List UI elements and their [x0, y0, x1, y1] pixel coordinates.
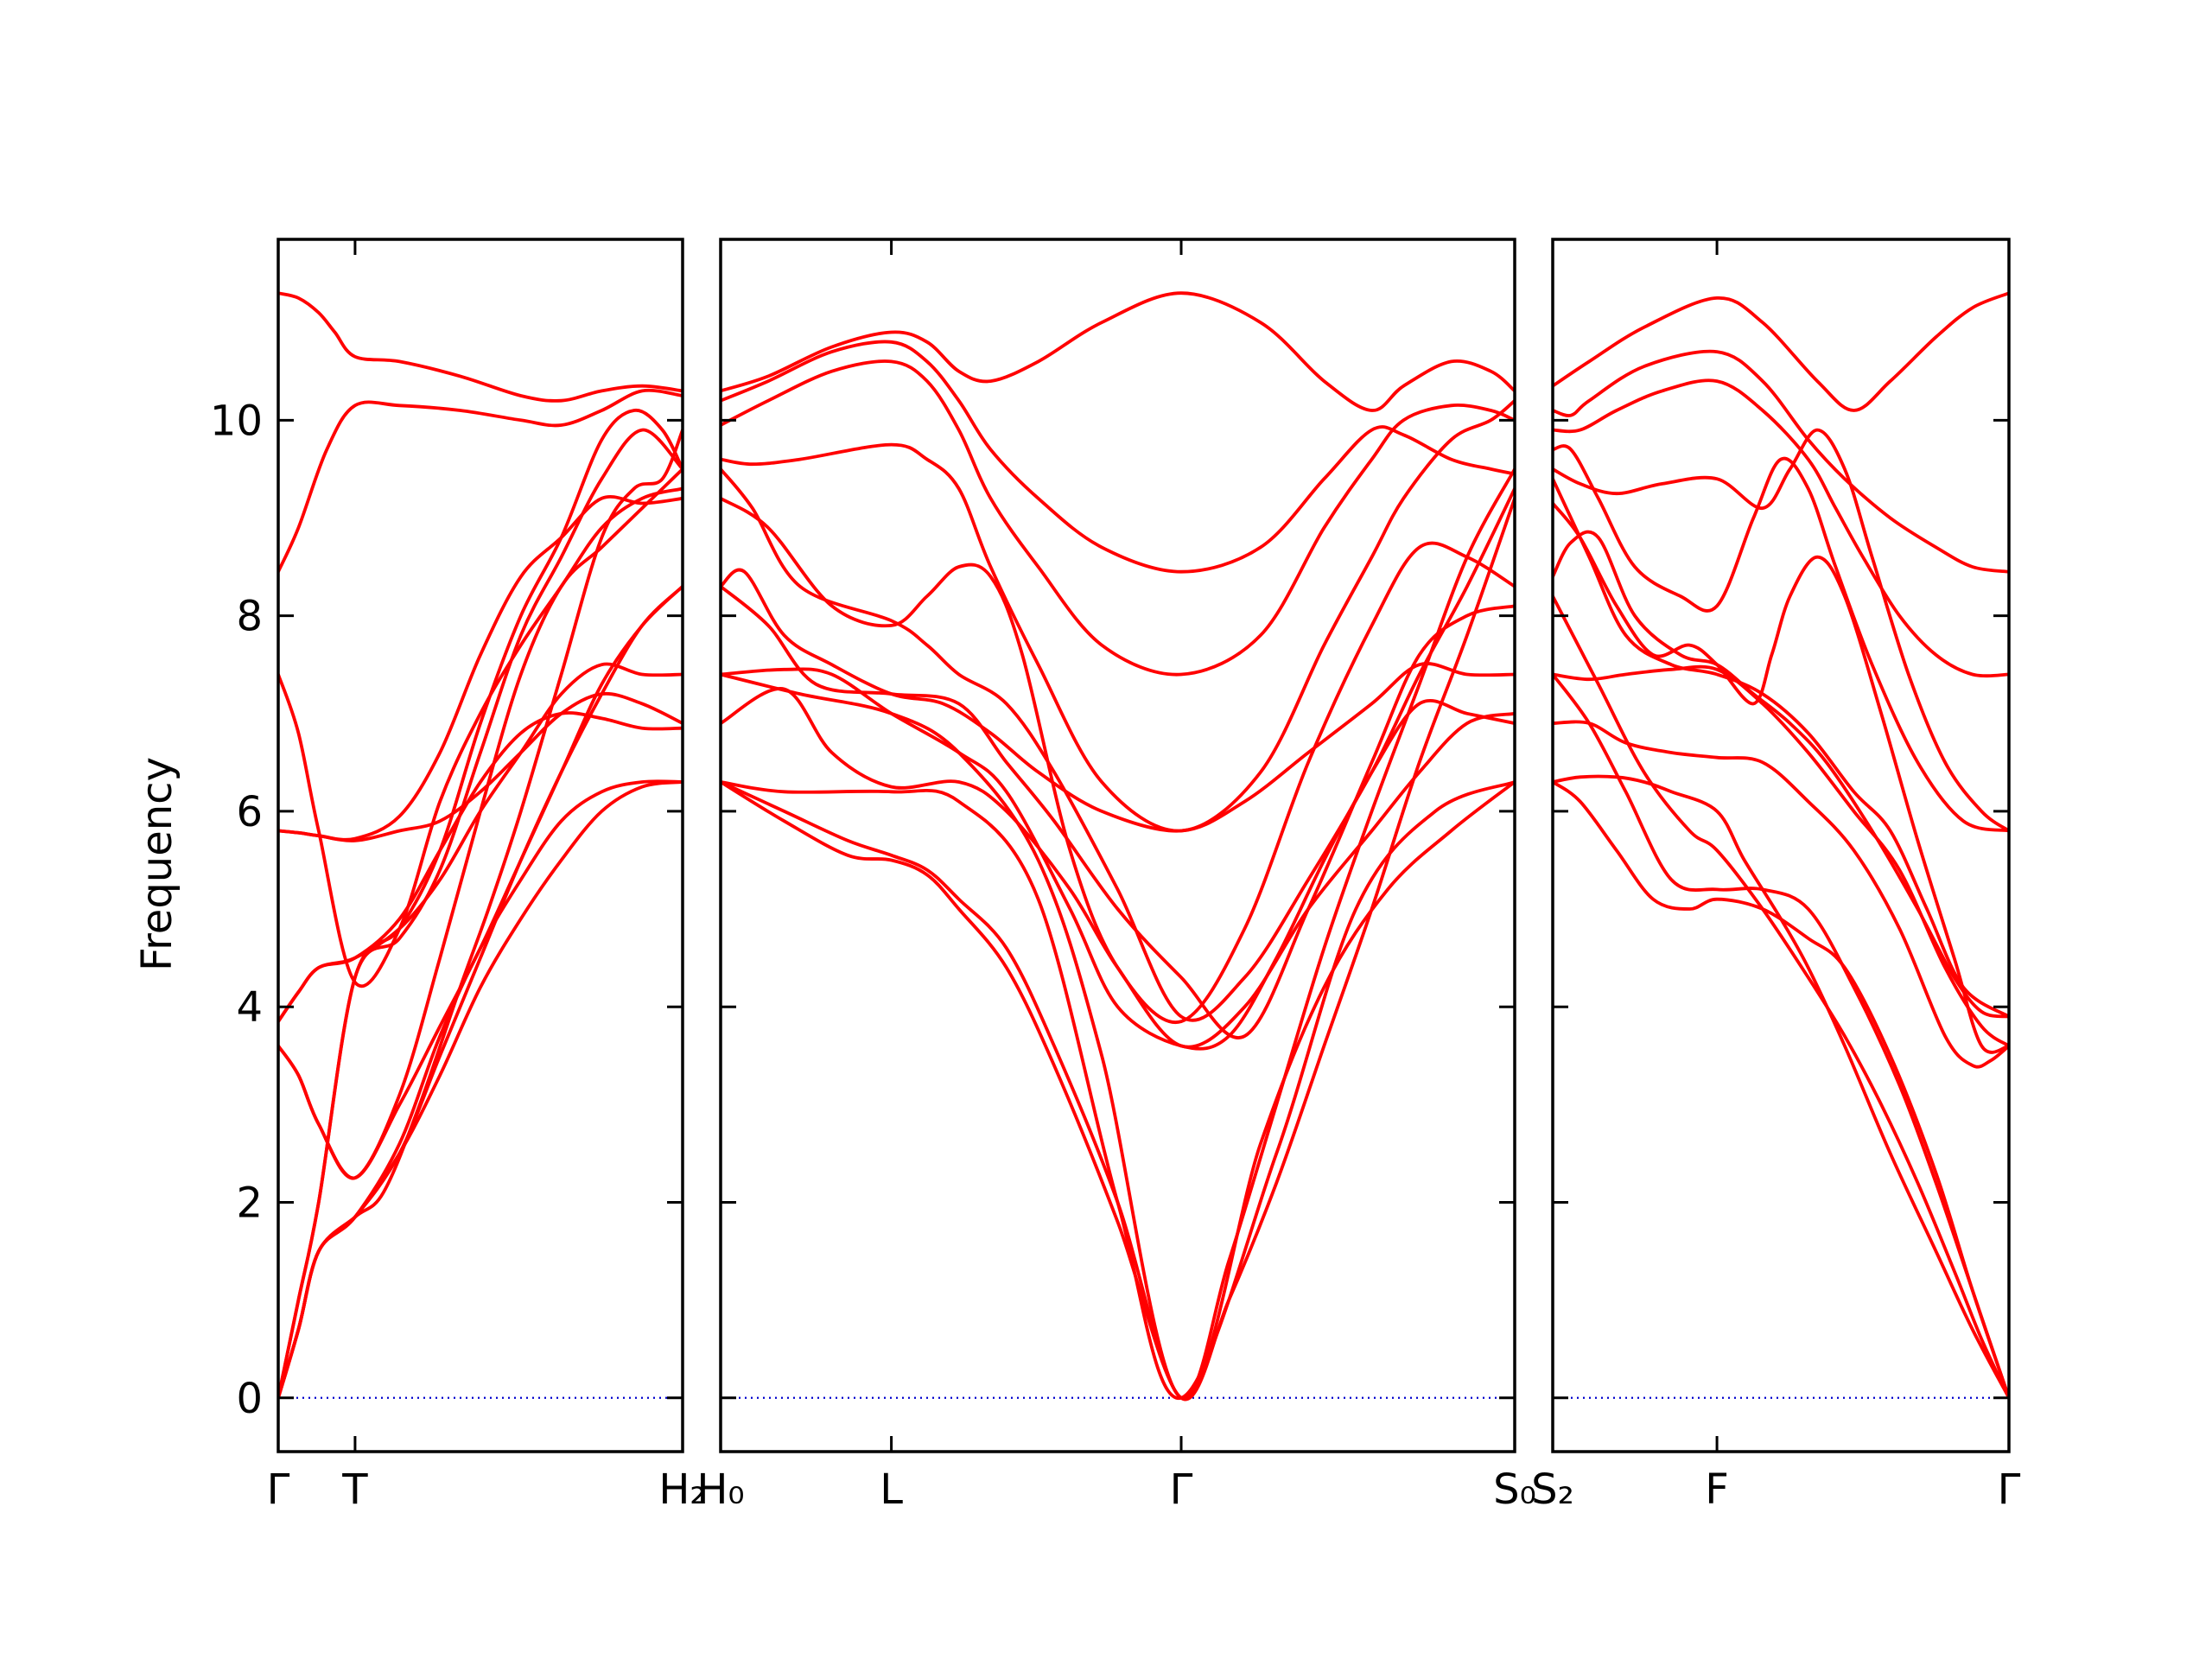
band-line-1-6 — [278, 662, 683, 1024]
band-group — [278, 291, 683, 1400]
band-line-3-4 — [1553, 428, 2009, 833]
x-tick-label: F — [1705, 1465, 1729, 1514]
x-tick-label: Γ — [267, 1465, 290, 1514]
band-line-3-8 — [1553, 477, 2009, 1019]
band-line-3-6 — [1553, 501, 2009, 1054]
panel-3: S₂ F Γ — [1531, 238, 2021, 1514]
band-line-1-4 — [278, 409, 683, 1400]
y-tick-label: 2 — [236, 1179, 263, 1227]
band-line-1-13 — [278, 779, 683, 1400]
x-tick-label: Γ — [1998, 1465, 2021, 1514]
x-tick-label: H₂ — [658, 1465, 706, 1514]
band-line-3-2 — [1553, 349, 2009, 574]
band-line-1-8 — [278, 486, 683, 988]
band-group — [721, 291, 1515, 1402]
x-tick-label: T — [341, 1465, 368, 1514]
band-line-1-10 — [278, 428, 683, 1400]
y-tick-label: 4 — [236, 983, 263, 1032]
band-line-2-3 — [721, 359, 1515, 677]
band-line-3-14 — [1553, 594, 2009, 1400]
band-line-2-12 — [721, 496, 1515, 1402]
panel-1: Γ T H₂ — [267, 238, 707, 1514]
band-line-2-6 — [721, 467, 1515, 1022]
band-line-2-13 — [721, 780, 1515, 1400]
band-line-2-9 — [721, 667, 1515, 1051]
y-tick-label: 8 — [236, 593, 263, 641]
band-line-1-9 — [278, 495, 683, 842]
band-line-3-11 — [1553, 774, 2009, 1400]
band-line-3-1 — [1553, 291, 2009, 412]
band-line-1-1 — [278, 291, 683, 403]
x-tick-label: Γ — [1170, 1465, 1193, 1514]
panel-frame — [1551, 238, 2011, 1453]
y-tick-label: 10 — [210, 397, 263, 445]
x-tick-label: S₀ — [1493, 1465, 1536, 1514]
band-line-2-4 — [721, 398, 1515, 833]
band-line-1-11 — [278, 584, 683, 1180]
band-line-2-7 — [721, 568, 1515, 833]
y-tick-label: 6 — [236, 788, 263, 836]
band-line-1-2 — [278, 388, 683, 574]
band-line-1-12 — [278, 584, 683, 1400]
band-line-3-9 — [1553, 664, 2009, 1048]
x-tick-label: L — [880, 1465, 903, 1514]
band-line-2-10 — [721, 687, 1515, 1049]
y-axis: 0 2 4 6 8 10 — [210, 397, 263, 1422]
y-axis-title: Frequency — [133, 757, 181, 971]
panel-frame — [276, 238, 684, 1453]
band-line-2-2 — [721, 340, 1515, 574]
band-line-1-14 — [278, 780, 683, 1400]
band-line-3-3 — [1553, 378, 2009, 678]
band-line-3-12 — [1553, 780, 2009, 1400]
band-line-1-15 — [278, 711, 683, 1024]
band-line-2-5 — [721, 496, 1515, 1025]
band-line-2-1 — [721, 291, 1515, 412]
panel-frame — [719, 238, 1516, 1453]
band-line-1-3 — [278, 428, 683, 1400]
band-line-2-14 — [721, 672, 1515, 1401]
x-tick-label: H₀ — [696, 1465, 744, 1514]
y-tick-label: 0 — [236, 1375, 263, 1423]
x-tick-label: S₂ — [1531, 1465, 1574, 1514]
band-line-3-5 — [1553, 444, 2009, 833]
panel-2: H₀ L Γ S₀ — [696, 238, 1536, 1514]
band-line-3-7 — [1553, 530, 2009, 1019]
band-line-2-11 — [721, 467, 1515, 1401]
band-group — [1553, 291, 2009, 1400]
band-line-3-13 — [1553, 672, 2009, 1400]
